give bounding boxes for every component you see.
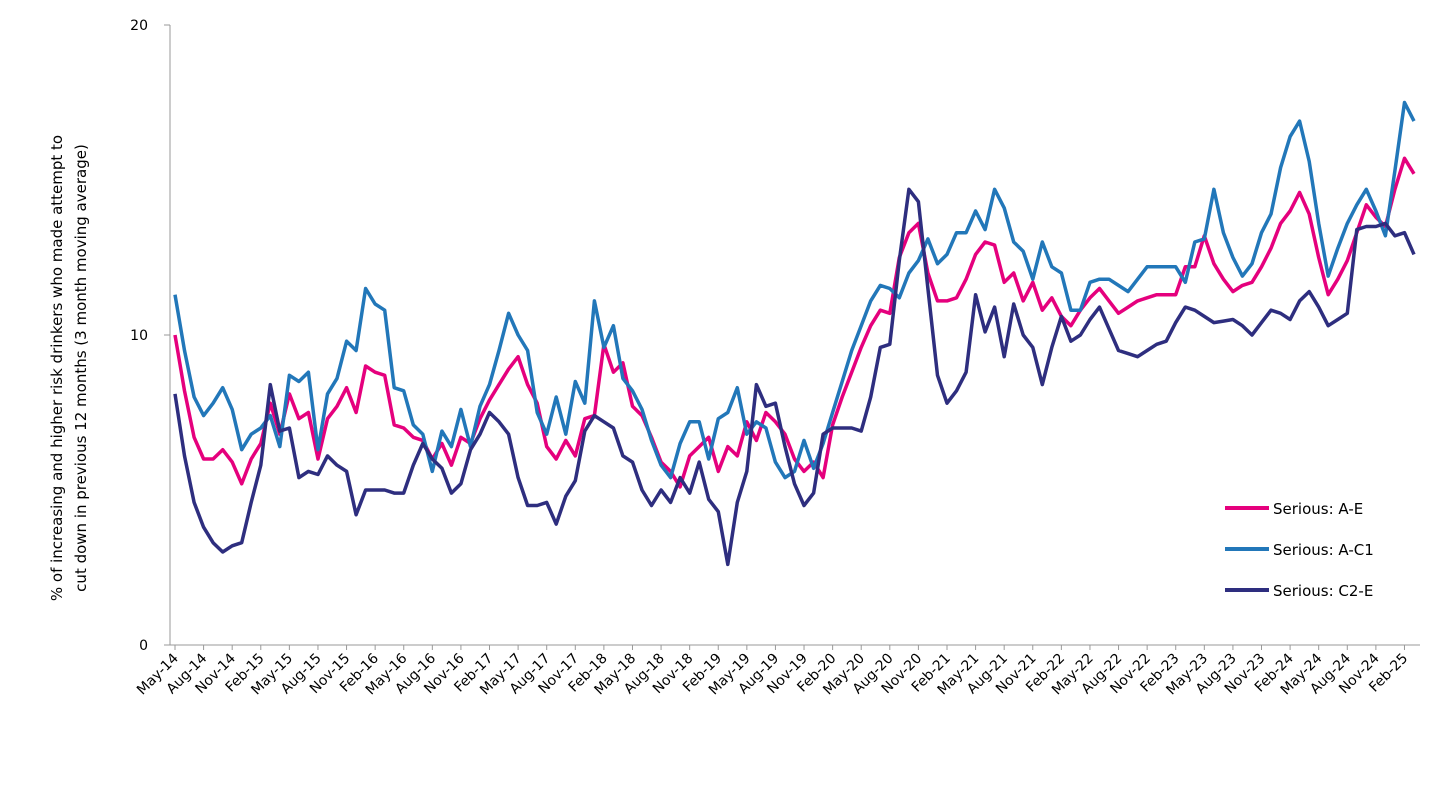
y-axis-title: % of increasing and higher risk drinkers… — [48, 135, 66, 601]
y-tick-label: 20 — [130, 18, 148, 34]
series-line — [173, 187, 1416, 567]
legend-label: Serious: C2-E — [1273, 582, 1373, 600]
legend-label: Serious: A-E — [1273, 500, 1363, 518]
y-tick-label: 0 — [139, 638, 148, 654]
series-line — [173, 156, 1416, 489]
y-tick-label: 10 — [130, 328, 148, 344]
y-axis-title: cut down in previous 12 months (3 month … — [72, 144, 90, 592]
legend-label: Serious: A-C1 — [1273, 541, 1374, 559]
series-line — [173, 100, 1416, 480]
